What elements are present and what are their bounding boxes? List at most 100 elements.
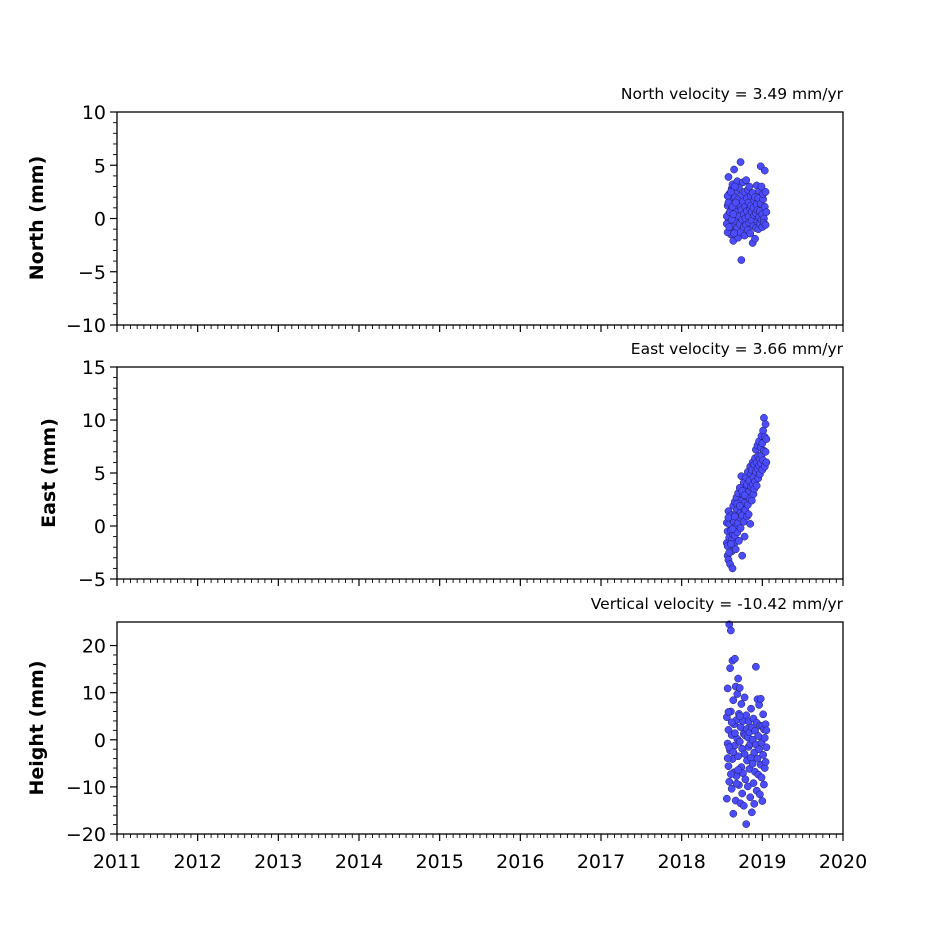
vertical-velocity-label: Vertical velocity = -10.42 mm/yr: [591, 595, 844, 613]
height-data-point: [761, 758, 770, 766]
height-data-point: [747, 808, 756, 817]
height-tick-layer: 2011 2012 2013 2014 2015 2016 2017 2018 2019 2020…: [66, 636, 867, 873]
east-velocity-label: East velocity = 3.66 mm/yr: [631, 340, 844, 358]
height-data-point: [748, 759, 757, 768]
north-velocity-label: North velocity = 3.49 mm/yr: [621, 85, 844, 103]
height-data-point: [729, 696, 738, 705]
height-data-point: [735, 712, 744, 721]
height-data-point: [743, 782, 752, 791]
x-tick-label: 2011: [93, 851, 141, 873]
east-tick-layer: −5 0 5 10 15: [78, 357, 844, 591]
height-data-point: [741, 775, 750, 784]
east-data-point: [728, 564, 737, 573]
east-y-tick-label: 5: [94, 463, 106, 485]
panel-height: Vertical velocity = -10.42 mm/yr Height …: [26, 595, 867, 873]
north-data-point: [729, 210, 738, 219]
east-data-point: [740, 532, 749, 541]
height-data-point: [759, 751, 767, 759]
north-data-point: [742, 176, 751, 185]
north-data-point: [760, 166, 769, 175]
height-data-point: [752, 662, 760, 671]
height-data-point: [725, 777, 734, 786]
north-data-point: [761, 221, 770, 229]
north-data-point: [730, 165, 738, 174]
east-data-point: [747, 496, 756, 505]
height-data-point: [756, 694, 765, 703]
height-data-point: [757, 773, 766, 782]
height-data-point: [755, 745, 763, 754]
north-data-point: [751, 234, 759, 243]
height-data-point: [762, 726, 771, 735]
east-data-point: [731, 512, 739, 521]
height-data-point: [760, 780, 768, 789]
east-y-axis-label: East (mm): [38, 418, 60, 528]
height-data-point: [762, 743, 771, 752]
height-data-point: [722, 794, 731, 803]
east-data-point: [727, 540, 735, 548]
height-data-point: [734, 674, 742, 683]
height-data-point: [735, 684, 744, 692]
north-data-point: [757, 182, 766, 191]
height-data-point: [754, 732, 763, 740]
north-y-tick-label: −5: [78, 262, 106, 284]
east-data-point: [735, 536, 743, 545]
height-y-tick-label: −20: [66, 824, 106, 846]
north-data-point: [724, 173, 733, 181]
north-tick-layer: −10 −5 0 5 10: [66, 102, 844, 337]
height-y-tick-label: 10: [82, 683, 106, 705]
height-data-point: [739, 801, 748, 810]
height-data-point: [756, 790, 764, 799]
height-y-tick-label: 20: [82, 636, 106, 658]
height-data-point: [723, 754, 732, 763]
north-y-tick-label: 0: [94, 209, 106, 231]
height-y-tick-label: 0: [94, 730, 106, 752]
height-data-point: [742, 820, 751, 828]
east-data-point: [761, 447, 770, 456]
height-data-point: [731, 654, 739, 663]
height-data-point: [760, 734, 769, 742]
height-axes-frame: [116, 621, 844, 835]
east-data-point: [735, 502, 744, 510]
height-data-point: [729, 748, 738, 756]
height-y-axis-label: Height (mm): [26, 660, 48, 795]
east-data-point: [760, 414, 768, 422]
x-tick-label: 2020: [819, 851, 867, 873]
panel-north: North velocity = 3.49 mm/yr North (mm) −…: [26, 85, 844, 337]
height-data-point: [724, 762, 733, 771]
east-data-point: [725, 548, 734, 557]
height-data-point: [731, 729, 739, 738]
east-data-point: [744, 510, 753, 519]
height-scatter-points: [722, 620, 771, 828]
east-data-point: [736, 524, 745, 532]
x-tick-label: 2015: [415, 851, 463, 873]
height-data-point: [727, 718, 736, 727]
east-data-point: [762, 435, 771, 443]
north-data-point: [746, 229, 755, 238]
height-data-point: [727, 770, 735, 779]
height-data-point: [740, 750, 749, 758]
north-data-point: [761, 188, 770, 196]
north-data-point: [736, 158, 745, 166]
height-data-point: [738, 789, 747, 798]
east-data-point: [740, 491, 749, 500]
east-data-point: [761, 420, 770, 429]
height-data-point: [749, 779, 758, 787]
north-data-point: [745, 182, 754, 191]
east-y-tick-label: 15: [82, 357, 106, 379]
east-scatter-points: [722, 414, 771, 573]
north-y-tick-label: −10: [66, 315, 106, 337]
height-data-point: [747, 704, 755, 713]
north-data-point: [762, 208, 771, 216]
x-tick-label: 2018: [657, 851, 705, 873]
x-tick-label: 2012: [173, 851, 221, 873]
height-data-point: [727, 626, 735, 635]
x-tick-label: 2014: [335, 851, 383, 873]
east-axes-frame: [116, 366, 844, 580]
height-data-point: [734, 766, 742, 774]
height-data-point: [729, 809, 738, 818]
north-data-point: [727, 188, 735, 196]
north-data-point: [737, 256, 746, 264]
east-data-point: [746, 520, 755, 528]
east-data-point: [762, 458, 771, 467]
north-data-point: [725, 223, 734, 231]
